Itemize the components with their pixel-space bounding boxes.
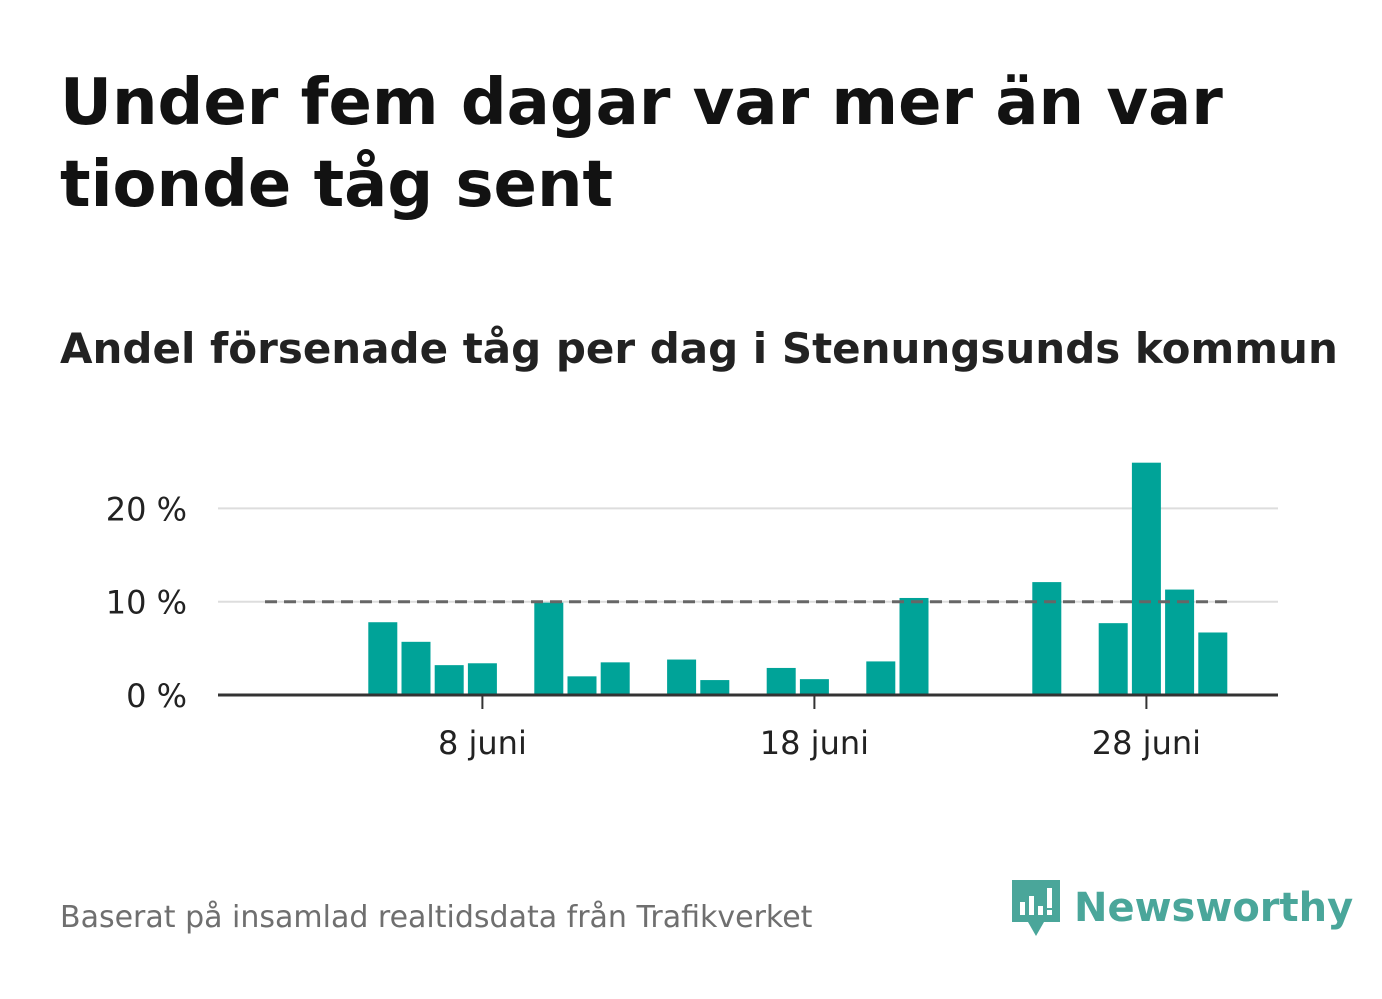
x-tick-label: 18 juni (760, 724, 869, 762)
bar (1032, 582, 1062, 695)
chart-subtitle: Andel försenade tåg per dag i Stenungsun… (60, 324, 1338, 373)
bar (1198, 632, 1228, 695)
bar (667, 659, 697, 695)
bar (700, 680, 730, 695)
bar (1131, 462, 1161, 695)
x-tick-label: 8 juni (438, 724, 527, 762)
bar (799, 679, 829, 695)
bar (600, 662, 630, 695)
bar (368, 622, 398, 695)
source-note: Baserat på insamlad realtidsdata från Tr… (60, 900, 813, 935)
y-tick-label: 10 % (106, 584, 187, 622)
brand-name: Newsworthy (1074, 885, 1354, 931)
newsworthy-logo-icon (1012, 880, 1060, 936)
x-tick-label: 28 juni (1092, 724, 1201, 762)
bar (467, 663, 497, 695)
bar (1165, 589, 1195, 695)
newsworthy-logo: Newsworthy (1010, 878, 1353, 938)
y-tick-label: 0 % (126, 677, 187, 715)
bar (434, 665, 464, 695)
chart-title: Under fem dagar var mer än var tionde tå… (60, 66, 1223, 222)
y-tick-label: 20 % (106, 490, 187, 528)
bar (401, 641, 431, 695)
bar (899, 597, 929, 695)
bar (1098, 623, 1128, 695)
bar (567, 676, 597, 695)
bar (534, 602, 564, 695)
bar (766, 667, 796, 695)
bar (866, 661, 896, 695)
